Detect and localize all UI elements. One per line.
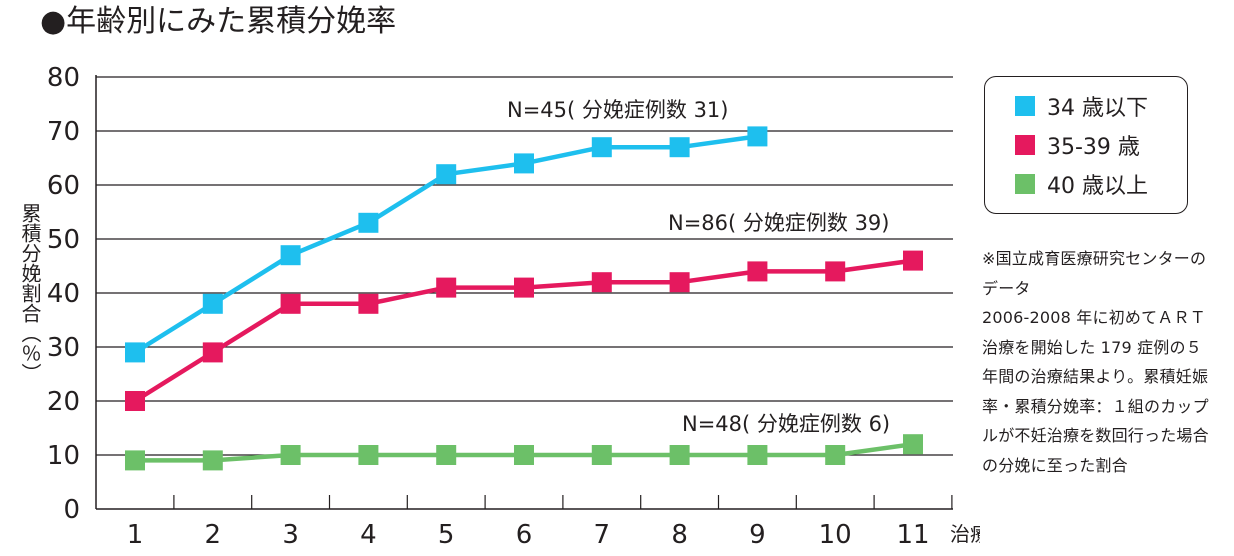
x-tick-label: 1 [127, 520, 144, 550]
x-tick-label: 10 [819, 520, 852, 550]
data-point [280, 445, 301, 465]
legend-item-40-over: 40 歳以上 [1015, 169, 1148, 199]
series-2 [125, 434, 923, 471]
data-point [436, 445, 457, 465]
footnote-line: の分娩に至った割合 [982, 455, 1128, 475]
data-point [358, 212, 379, 233]
data-point [747, 261, 768, 282]
chart-title: ●年齢別にみた累積分娩率 [40, 4, 397, 39]
x-tick-label: 5 [438, 520, 455, 550]
data-point [825, 261, 846, 282]
data-point [202, 342, 223, 363]
y-tick-label: 0 [63, 495, 80, 525]
data-point [358, 293, 379, 314]
x-axis-label: 治療回数（回数） [950, 522, 980, 546]
series-annotation: N=45( 分娩症例数 31) [507, 98, 728, 122]
data-point [669, 445, 690, 465]
footnote: ※国立成育医療研究センターの データ 2006-2008 年に初めてＡＲＴ 治療… [982, 244, 1232, 480]
legend-label-35-39: 35-39 歳 [1047, 135, 1140, 160]
data-point [591, 272, 612, 293]
x-tick-labels: 1 2 3 4 5 6 7 8 9 10 11 [127, 520, 930, 550]
data-point [280, 293, 301, 314]
legend-swatch-35-39 [1015, 135, 1035, 155]
y-tick-label: 70 [47, 117, 80, 147]
data-point [358, 445, 379, 465]
data-point [514, 277, 534, 298]
legend-swatch-34-under [1015, 96, 1035, 116]
footnote-line: 率・累積分娩率：１組のカップ [982, 396, 1209, 416]
data-point [591, 445, 612, 465]
x-tick-label: 6 [516, 520, 533, 550]
data-point [436, 164, 457, 185]
footnote-line: 2006-2008 年に初めてＡＲＴ [982, 308, 1206, 327]
x-tick-label: 9 [749, 520, 766, 550]
data-point [125, 342, 145, 363]
footnote-line: 治療を開始した 179 症例の５ [982, 337, 1202, 357]
series-annotation: N=86( 分娩症例数 39) [668, 211, 889, 235]
y-tick-label: 80 [47, 63, 80, 93]
data-point [280, 245, 301, 266]
x-tick-label: 2 [205, 520, 222, 550]
series-lines [125, 126, 923, 471]
data-point [825, 445, 846, 465]
y-tick-label: 40 [47, 279, 80, 309]
annotations: N=45( 分娩症例数 31) N=86( 分娩症例数 39) N=48( 分娩症例… [507, 98, 890, 436]
legend-label-40-over: 40 歳以上 [1047, 174, 1148, 199]
data-point [747, 126, 768, 147]
y-tick-label: 20 [47, 387, 80, 417]
y-axis-label: 累積分娩割合（％） [18, 203, 42, 383]
legend-swatch-40-over [1015, 174, 1035, 194]
legend-item-35-39: 35-39 歳 [1015, 130, 1140, 160]
data-point [125, 391, 145, 411]
line-chart: 0 10 20 30 40 50 60 70 80 1 2 3 4 5 6 7 8 9 10 11 N=45( 分娩… [18, 63, 980, 550]
legend: 34 歳以下 35-39 歳 40 歳以上 [984, 76, 1188, 214]
series-1 [125, 250, 923, 411]
y-tick-label: 50 [47, 225, 80, 255]
axes [95, 75, 953, 510]
grid-lines [96, 76, 953, 456]
data-point [514, 153, 534, 174]
x-tick-label: 8 [671, 520, 688, 550]
legend-item-34-under: 34 歳以下 [1015, 91, 1148, 121]
footnote-line: ※国立成育医療研究センターの [982, 249, 1207, 268]
data-point [514, 445, 534, 465]
footnote-line: データ [982, 278, 1031, 298]
y-tick-label: 60 [47, 171, 80, 201]
series-annotation: N=48( 分娩症例数 6) [682, 412, 890, 436]
data-point [591, 137, 612, 158]
x-tick-label: 4 [360, 520, 377, 550]
y-tick-label: 30 [47, 333, 80, 363]
series-0 [125, 126, 768, 363]
legend-label-34-under: 34 歳以下 [1047, 96, 1148, 121]
y-tick-labels: 0 10 20 30 40 50 60 70 80 [47, 63, 80, 525]
y-tick-label: 10 [47, 441, 80, 471]
footnote-line: ルが不妊治療を数回行った場合 [982, 426, 1209, 445]
data-point [903, 250, 923, 271]
data-point [436, 277, 457, 298]
data-point [202, 293, 223, 314]
data-point [669, 272, 690, 293]
footnote-line: 年間の治療結果より。累積妊娠 [982, 367, 1209, 386]
data-point [747, 445, 768, 465]
data-point [669, 137, 690, 158]
x-tick-label: 11 [896, 520, 929, 550]
data-point [125, 450, 145, 471]
data-point [202, 450, 223, 471]
x-tick-label: 7 [594, 520, 611, 550]
data-point [903, 434, 923, 455]
x-tick-label: 3 [282, 520, 299, 550]
